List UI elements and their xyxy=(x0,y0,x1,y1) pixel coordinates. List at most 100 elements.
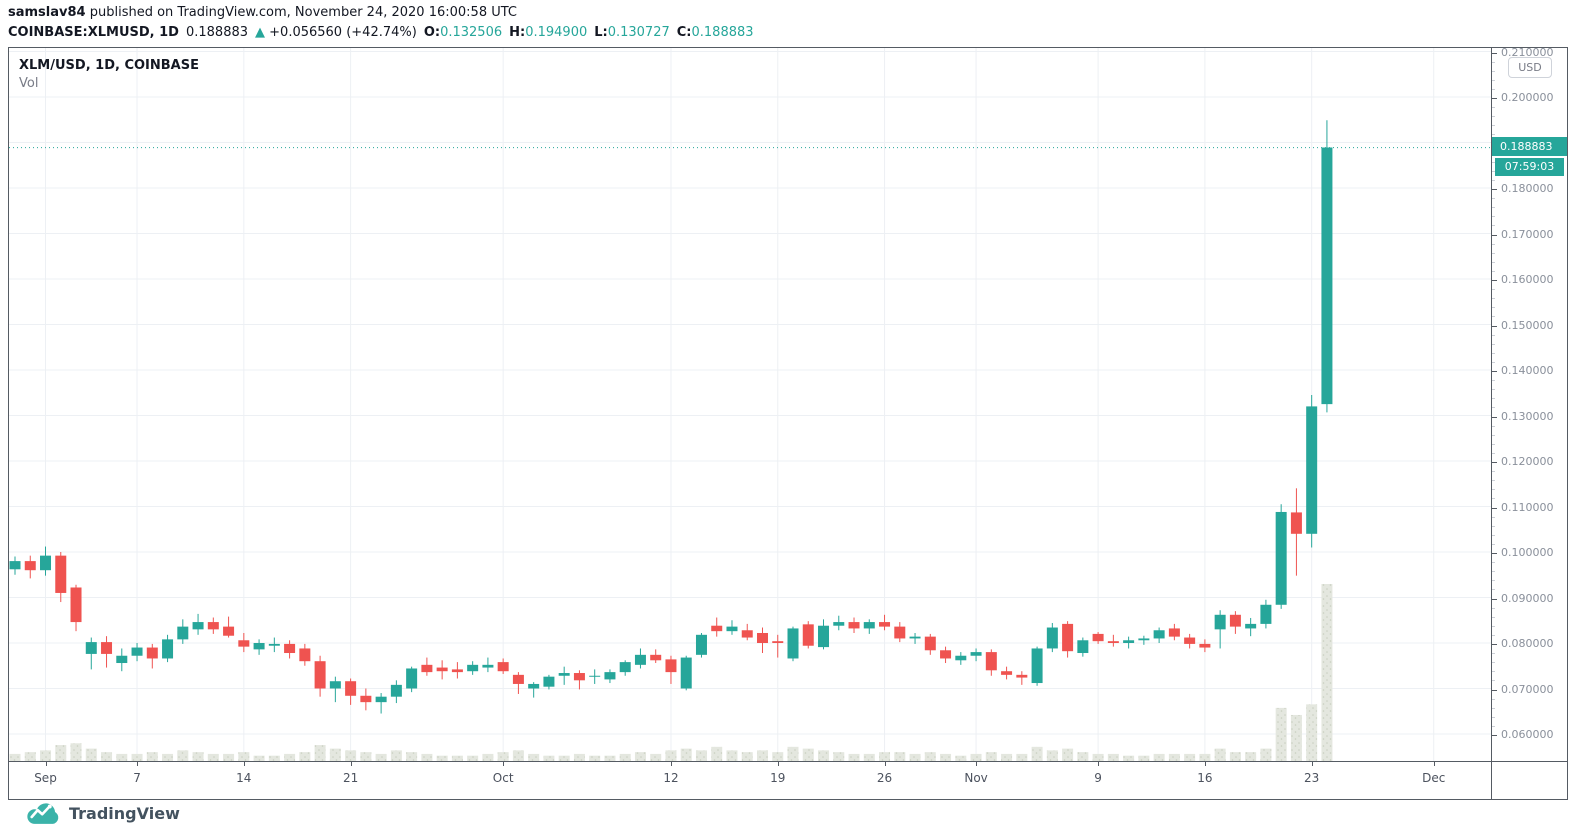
time-axis-label: 19 xyxy=(770,771,786,785)
time-axis-label: Oct xyxy=(492,771,514,785)
price-axis-label: 0.160000 xyxy=(1501,273,1554,286)
low-label: L: xyxy=(594,25,608,40)
time-axis-tick xyxy=(1098,762,1100,766)
price-change: +0.056560 (+42.74%) xyxy=(269,25,417,40)
close-label: C: xyxy=(676,25,692,40)
price-axis-minor-tick xyxy=(1492,625,1495,627)
bar-countdown: 07:59:03 xyxy=(1495,158,1564,176)
time-axis-label: 14 xyxy=(236,771,252,785)
price-axis-tick xyxy=(1492,52,1497,54)
price-axis-minor-tick xyxy=(1492,580,1495,582)
close-value: 0.188883 xyxy=(691,25,754,40)
price-axis-tick xyxy=(1492,325,1497,327)
price-axis-minor-tick xyxy=(1492,252,1495,254)
time-axis-tick xyxy=(1204,762,1206,766)
tradingview-logo[interactable]: TradingView xyxy=(24,801,180,825)
time-axis-tick xyxy=(976,762,978,766)
time-axis-label: 16 xyxy=(1197,771,1213,785)
price-axis-minor-tick xyxy=(1492,680,1495,682)
symbol-title: COINBASE:XLMUSD, 1D xyxy=(8,25,179,40)
price-axis-minor-tick xyxy=(1492,107,1495,109)
price-axis-minor-tick xyxy=(1492,161,1495,163)
time-axis-label: 7 xyxy=(133,771,141,785)
price-axis-label: 0.060000 xyxy=(1501,728,1554,741)
price-axis-minor-tick xyxy=(1492,653,1495,655)
price-axis-tick xyxy=(1492,553,1497,554)
low-value: 0.130727 xyxy=(607,25,670,40)
price-axis-tick xyxy=(1492,371,1497,372)
time-axis-tick xyxy=(1311,762,1313,766)
price-axis-tick xyxy=(1492,462,1497,463)
price-axis-minor-tick xyxy=(1492,307,1495,309)
price-axis-label: 0.200000 xyxy=(1501,91,1554,104)
price-axis-minor-tick xyxy=(1492,525,1495,527)
price-axis-minor-tick xyxy=(1492,407,1495,409)
time-axis[interactable]: Sep 7 14 21 Oct 12 19 26 Nov 9 16 23 Dec xyxy=(9,762,1491,799)
time-axis-label: 26 xyxy=(876,771,893,785)
last-price: 0.188883 xyxy=(185,25,249,40)
time-axis-tick xyxy=(503,762,505,766)
high-label: H: xyxy=(509,25,526,40)
current-price-label: 0.188883 xyxy=(1492,137,1567,156)
price-axis-minor-tick xyxy=(1492,88,1495,90)
price-axis-minor-tick xyxy=(1492,179,1495,181)
author-link[interactable]: samslav84 xyxy=(8,5,86,20)
candlestick-chart xyxy=(9,48,1491,761)
price-axis-minor-tick xyxy=(1492,70,1495,72)
price-axis-label: 0.090000 xyxy=(1501,591,1554,605)
price-axis-label: 0.210000 xyxy=(1501,45,1554,59)
time-axis-tick xyxy=(137,762,139,766)
price-axis-minor-tick xyxy=(1492,116,1495,118)
price-axis-tick xyxy=(1492,189,1497,190)
price-axis-minor-tick xyxy=(1492,480,1495,482)
price-axis-minor-tick xyxy=(1492,589,1495,591)
price-axis-label: 0.180000 xyxy=(1501,182,1554,195)
price-axis-minor-tick xyxy=(1492,698,1495,700)
price-axis-minor-tick xyxy=(1492,452,1495,454)
time-axis-label: Dec xyxy=(1422,771,1446,785)
price-axis-minor-tick xyxy=(1492,389,1495,391)
price-axis-minor-tick xyxy=(1492,352,1495,354)
tradingview-logo-text: TradingView xyxy=(69,803,180,823)
up-arrow-icon: ▲ xyxy=(255,25,266,40)
time-axis-tick xyxy=(45,762,47,766)
price-axis-minor-tick xyxy=(1492,334,1495,336)
high-value: 0.194900 xyxy=(525,25,588,40)
price-axis-minor-tick xyxy=(1492,516,1495,518)
price-axis-minor-tick xyxy=(1492,489,1495,491)
price-axis-tick xyxy=(1492,234,1497,236)
price-axis-minor-tick xyxy=(1492,61,1495,63)
chart-frame: XLM/USD, 1D, COINBASE Vol 0.060000 0.0700… xyxy=(8,45,1568,800)
open-value: 0.132506 xyxy=(440,25,503,40)
price-axis-minor-tick xyxy=(1492,170,1495,172)
time-axis-label: 21 xyxy=(342,771,359,785)
price-axis-minor-tick xyxy=(1492,79,1495,81)
price-axis-tick xyxy=(1492,507,1497,509)
time-axis-label: Nov xyxy=(964,771,988,785)
price-axis-tick xyxy=(1492,644,1497,645)
price-axis-tick xyxy=(1492,689,1497,691)
price-axis-minor-tick xyxy=(1492,725,1495,727)
axis-divider-horizontal xyxy=(9,761,1567,762)
price-axis-tick xyxy=(1492,280,1497,281)
time-axis-tick xyxy=(350,762,352,766)
price-axis-minor-tick xyxy=(1492,498,1495,500)
time-axis-tick xyxy=(777,762,779,766)
price-axis-minor-tick xyxy=(1492,716,1495,718)
price-axis[interactable]: 0.060000 0.070000 0.080000 0.090000 0.100000… xyxy=(1492,45,1567,799)
currency-badge[interactable]: USD xyxy=(1508,57,1552,78)
chart-canvas[interactable]: XLM/USD, 1D, COINBASE Vol xyxy=(9,48,1491,761)
price-axis-minor-tick xyxy=(1492,662,1495,664)
price-axis-label: 0.140000 xyxy=(1501,364,1554,377)
price-axis-minor-tick xyxy=(1492,361,1495,363)
price-axis-minor-tick xyxy=(1492,434,1495,436)
tradingview-cloud-icon xyxy=(27,803,59,824)
price-axis-minor-tick xyxy=(1492,298,1495,300)
price-axis-tick xyxy=(1492,598,1497,600)
price-axis-minor-tick xyxy=(1492,343,1495,345)
price-axis-label: 0.170000 xyxy=(1501,227,1554,241)
price-axis-minor-tick xyxy=(1492,198,1495,200)
symbol-info-line: COINBASE:XLMUSD, 1D 0.188883 ▲ +0.056560 (… xyxy=(8,25,754,40)
price-axis-label: 0.130000 xyxy=(1501,409,1554,423)
price-axis-minor-tick xyxy=(1492,634,1495,636)
